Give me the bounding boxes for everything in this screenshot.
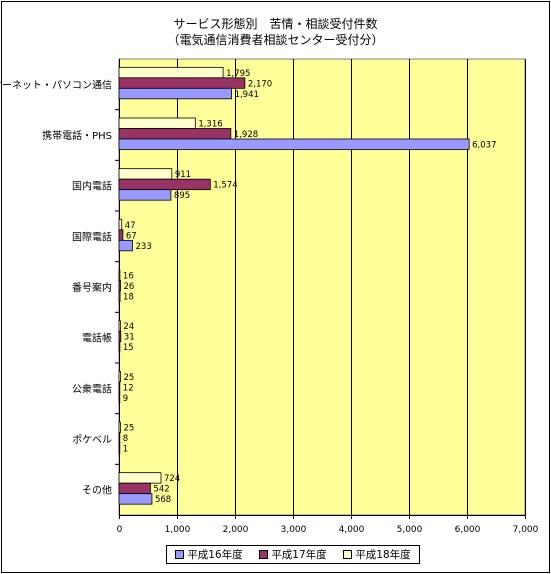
data-label: 67 <box>126 231 137 241</box>
bar <box>118 218 123 231</box>
bar <box>118 391 121 404</box>
bar <box>118 341 121 353</box>
data-label: 2,170 <box>248 79 272 89</box>
data-label: 15 <box>123 343 134 353</box>
data-label: 1,928 <box>234 130 258 140</box>
data-label: 233 <box>136 242 152 252</box>
bar <box>118 269 121 281</box>
data-label: 895 <box>174 191 190 201</box>
bar <box>118 189 172 201</box>
bar <box>118 330 122 343</box>
bar <box>118 128 232 140</box>
bar <box>118 87 232 100</box>
chart-subtitle: （電気通信消費者相談センター受付分） <box>167 33 384 47</box>
data-label: 1,316 <box>198 120 222 130</box>
data-label: 1,795 <box>226 69 250 79</box>
legend-swatch-h16 <box>175 550 185 559</box>
category-label: その他 <box>82 484 112 497</box>
category-label: 電話帳 <box>82 332 112 345</box>
bar <box>118 421 121 433</box>
category-label: 国際電話 <box>72 230 112 243</box>
data-label: 16 <box>123 272 134 282</box>
bar <box>118 178 211 191</box>
x-tick-label: 2,000 <box>223 525 249 535</box>
bar <box>118 66 224 79</box>
data-label: 1 <box>123 445 128 455</box>
x-tick-label: 1,000 <box>165 525 191 535</box>
data-label: 12 <box>123 383 134 393</box>
x-tick-label: 7,000 <box>513 525 539 535</box>
bar <box>118 117 196 129</box>
category-label: インターネット・パソコン通信 <box>0 79 112 91</box>
data-label: 9 <box>123 394 128 404</box>
data-label: 568 <box>155 495 171 505</box>
x-tick-label: 4,000 <box>339 525 365 535</box>
data-label: 26 <box>124 282 135 292</box>
data-label: 542 <box>153 485 169 495</box>
legend-swatch-h18 <box>343 550 353 559</box>
data-label: 24 <box>123 322 134 332</box>
category-label: 携帯電話・PHS <box>42 129 112 142</box>
bar <box>118 432 121 444</box>
data-label: 8 <box>123 434 128 444</box>
data-label: 6,037 <box>472 141 496 151</box>
bar <box>118 320 121 332</box>
legend-label-h17: 平成17年度 <box>271 549 327 561</box>
x-tick-label: 5,000 <box>397 525 423 535</box>
bar <box>118 290 121 302</box>
legend: 平成16年度 平成17年度 平成18年度 <box>166 545 420 564</box>
data-label: 18 <box>123 293 134 303</box>
data-label: 25 <box>123 373 134 383</box>
data-label: 1,941 <box>235 90 259 100</box>
bar <box>118 442 121 454</box>
data-label: 911 <box>175 170 191 180</box>
bar <box>118 280 121 292</box>
legend-label-h16: 平成16年度 <box>187 549 243 561</box>
legend-label-h18: 平成18年度 <box>355 549 411 561</box>
bar <box>118 229 124 241</box>
legend-item-h18: 平成18年度 <box>343 547 411 562</box>
data-label: 47 <box>125 221 136 231</box>
bar <box>118 138 470 150</box>
x-tick-label: 3,000 <box>281 525 307 535</box>
bar <box>118 493 153 505</box>
legend-item-h16: 平成16年度 <box>175 547 243 562</box>
bar <box>118 370 121 383</box>
category-label: 国内電話 <box>72 180 112 193</box>
data-label: 25 <box>123 424 134 434</box>
x-tick-label: 6,000 <box>455 525 481 535</box>
bar <box>118 381 121 393</box>
x-tick-label: 0 <box>117 525 123 535</box>
bar <box>118 472 162 484</box>
legend-swatch-h17 <box>259 550 269 559</box>
bar <box>118 239 133 252</box>
bar <box>118 168 173 180</box>
category-label: 番号案内 <box>72 281 112 294</box>
data-label: 31 <box>124 333 135 343</box>
data-label: 1,574 <box>213 181 237 191</box>
category-label: 公衆電話 <box>72 382 112 395</box>
data-label: 724 <box>164 474 180 484</box>
chart-title: サービス形態別 苦情・相談受付件数 <box>173 17 378 31</box>
legend-item-h17: 平成17年度 <box>259 547 327 562</box>
category-label: ポケベル <box>72 434 112 446</box>
bar <box>118 77 246 89</box>
bar <box>118 482 151 495</box>
